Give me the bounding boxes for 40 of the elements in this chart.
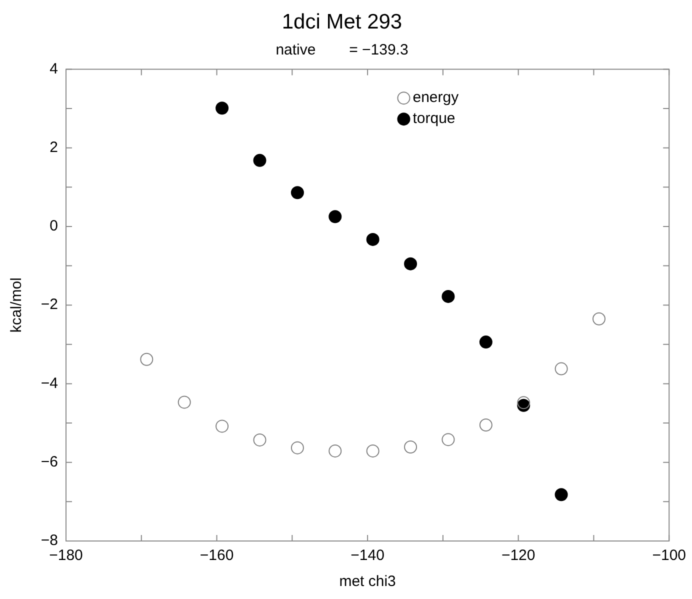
y-tick-label: 4 <box>50 60 58 78</box>
point <box>328 210 342 224</box>
x-tick-label: −180 <box>49 547 83 564</box>
point <box>290 441 304 454</box>
chart-title: 1dci Met 293 <box>282 10 402 34</box>
point <box>366 232 380 246</box>
point <box>216 420 229 433</box>
y-tick-label: 2 <box>50 138 58 156</box>
x-tick-label: −160 <box>200 547 234 564</box>
point <box>442 433 455 446</box>
y-tick-label: 0 <box>50 218 58 235</box>
point <box>554 362 568 376</box>
chart-subtitle: native = −139.3 <box>276 41 408 58</box>
x-tick-label: −140 <box>350 547 384 564</box>
point <box>366 444 380 458</box>
y-tick-label: −6 <box>40 454 58 471</box>
point <box>592 312 606 326</box>
x-tick-label: −100 <box>652 547 686 564</box>
point <box>404 257 418 270</box>
point <box>479 418 492 432</box>
x-axis-title: met chi3 <box>339 573 396 590</box>
y-tick-label: −2 <box>40 296 58 314</box>
point <box>290 186 304 200</box>
point <box>517 396 530 410</box>
point <box>178 396 191 409</box>
legend-label: torque <box>412 110 456 128</box>
y-axis-title: kcal/mol <box>8 278 26 333</box>
point <box>328 444 342 458</box>
point <box>479 336 492 349</box>
point <box>404 440 418 454</box>
point <box>442 290 455 303</box>
point <box>253 433 266 446</box>
point <box>140 352 154 366</box>
y-tick-label: −4 <box>40 374 58 392</box>
y-tick-label: −8 <box>40 532 58 550</box>
legend-label: energy <box>412 89 460 106</box>
point <box>253 154 266 167</box>
point <box>554 488 568 502</box>
x-tick-label: −120 <box>501 547 536 564</box>
point <box>216 102 229 115</box>
